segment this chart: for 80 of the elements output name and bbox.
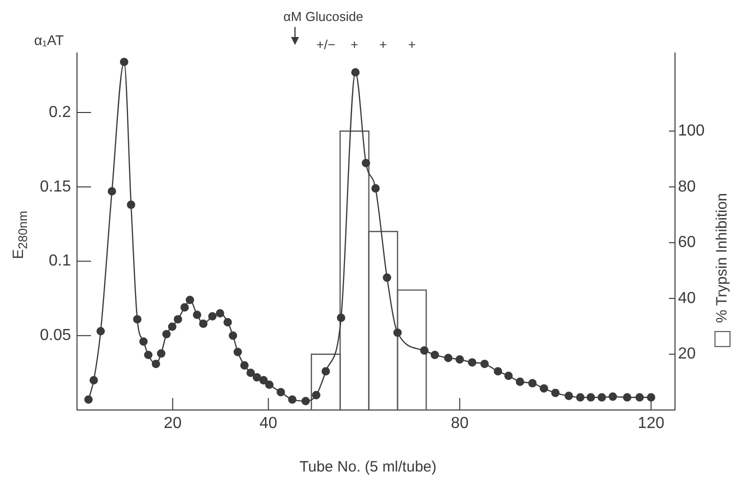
- point: [208, 312, 217, 320]
- point: [96, 326, 105, 336]
- text: +: [350, 37, 358, 52]
- point: [152, 360, 160, 368]
- y2-tick-label: 80: [678, 178, 696, 196]
- point: [108, 187, 116, 196]
- point: [635, 393, 644, 402]
- point: [456, 355, 464, 364]
- point: [430, 350, 440, 360]
- point: [228, 331, 238, 340]
- point: [288, 395, 296, 404]
- point: [504, 372, 513, 380]
- point: [564, 392, 573, 400]
- point: [608, 392, 618, 401]
- y2-tick-label: 60: [678, 234, 696, 252]
- x-tick-label: 120: [638, 415, 665, 432]
- point: [393, 328, 402, 337]
- point: [246, 368, 255, 378]
- y-tick-label: 0.15: [40, 178, 72, 196]
- y2-axis-title: % Trypsin Inhibition: [713, 192, 730, 324]
- text: +: [379, 37, 387, 52]
- point: [216, 309, 224, 318]
- text: +: [408, 37, 416, 52]
- point: [180, 303, 189, 312]
- point: [622, 393, 632, 402]
- point: [444, 354, 452, 362]
- point: [276, 388, 285, 396]
- point: [382, 273, 392, 282]
- point: [420, 346, 429, 355]
- point: [133, 315, 142, 324]
- point: [494, 367, 502, 376]
- point: [351, 68, 360, 77]
- point: [168, 322, 176, 331]
- y-tick-label: 0.2: [48, 104, 72, 121]
- point: [259, 376, 268, 384]
- x-axis-title: Tube No. (5 ml/tube): [300, 458, 436, 476]
- point: [144, 350, 152, 360]
- point: [540, 384, 548, 393]
- y-tick-label: 0.05: [40, 327, 72, 344]
- point: [322, 367, 330, 376]
- point: [312, 390, 320, 400]
- point: [252, 373, 262, 382]
- y2-tick-label: 40: [678, 290, 696, 307]
- point: [192, 310, 202, 319]
- x-tick-label: 40: [259, 415, 278, 432]
- point: [480, 360, 489, 368]
- point: [162, 330, 171, 338]
- y2-tick-label: 100: [678, 122, 705, 140]
- point: [186, 296, 194, 304]
- point: [576, 393, 584, 402]
- x-tick-label: 80: [450, 415, 469, 432]
- point: [90, 376, 98, 384]
- y-tick-label: 0.1: [48, 252, 72, 270]
- point: [199, 320, 208, 328]
- text: α₁AT: [34, 32, 64, 48]
- point: [174, 315, 182, 324]
- point: [265, 380, 274, 389]
- point: [362, 158, 370, 168]
- point: [516, 378, 524, 386]
- point: [646, 393, 656, 402]
- x-tick-label: 20: [164, 415, 182, 432]
- point: [551, 388, 560, 398]
- y2-tick-label: 20: [678, 346, 696, 363]
- point: [126, 200, 136, 209]
- point: [586, 393, 595, 402]
- point: [336, 314, 346, 322]
- point: [371, 184, 380, 193]
- point: [120, 58, 128, 66]
- point: [234, 348, 242, 356]
- point: [223, 318, 232, 326]
- point: [139, 337, 148, 346]
- point: [301, 396, 310, 406]
- text: +/−: [316, 37, 336, 52]
- point: [468, 358, 476, 367]
- point: [598, 393, 606, 402]
- point: [157, 349, 166, 358]
- point: [240, 361, 249, 370]
- point: [528, 379, 537, 388]
- point: [84, 395, 93, 404]
- text: αM Glucoside: [283, 9, 364, 24]
